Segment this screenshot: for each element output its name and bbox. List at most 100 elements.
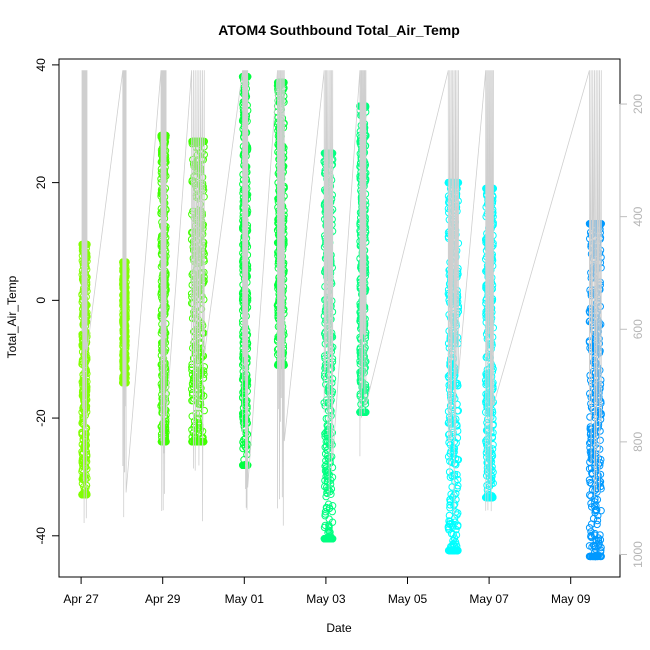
data-point — [326, 457, 334, 465]
data-point — [588, 456, 596, 464]
data-point — [593, 516, 602, 525]
axes-layer: Apr 27 Apr 29 May 01 May 03 May 05 May 07 May … — [34, 58, 645, 606]
data-point — [587, 528, 595, 536]
data-point — [200, 406, 209, 415]
data-point — [321, 512, 329, 520]
data-point — [446, 473, 455, 481]
data-point — [588, 503, 596, 511]
x-tick-label: May 09 — [551, 592, 591, 606]
data-point — [451, 500, 459, 508]
data-point — [452, 489, 460, 498]
data-point — [588, 552, 597, 561]
data-point — [325, 522, 333, 531]
data-point — [445, 526, 453, 534]
x-tick-label: May 03 — [306, 592, 346, 606]
data-point — [448, 472, 456, 480]
data-point — [585, 476, 594, 484]
data-point — [446, 517, 454, 526]
data-point — [591, 358, 600, 366]
data-point — [78, 454, 87, 463]
y2-tick-label: 1000 — [631, 541, 645, 568]
data-point — [161, 426, 170, 434]
data-point — [445, 374, 453, 382]
y-tick-label: 40 — [34, 58, 48, 72]
x-tick-label: Apr 29 — [145, 592, 181, 606]
data-point — [488, 449, 496, 458]
data-point — [594, 418, 603, 427]
data-point — [591, 508, 599, 517]
y2-tick-label: 200 — [631, 94, 645, 114]
data-point — [200, 392, 208, 400]
data-point — [78, 457, 86, 465]
data-point — [596, 536, 605, 544]
y-tick-label: -40 — [34, 527, 48, 545]
y-tick-label: 20 — [34, 176, 48, 190]
data-point — [595, 317, 603, 326]
data-point — [158, 426, 167, 434]
data-point — [321, 521, 329, 530]
data-point — [452, 508, 460, 516]
data-point — [446, 504, 454, 512]
pressure-trace — [81, 70, 602, 526]
data-point — [81, 411, 90, 419]
data-point — [597, 411, 605, 419]
data-point — [323, 438, 332, 446]
plot-frame — [58, 58, 621, 578]
y-tick-label: 0 — [34, 297, 48, 304]
data-point — [162, 414, 170, 423]
data-point — [448, 483, 456, 491]
data-point — [587, 531, 595, 540]
data-point — [485, 493, 494, 502]
data-point — [321, 467, 330, 475]
data-point — [356, 372, 365, 380]
data-point — [358, 395, 366, 403]
x-axis-title: Date — [326, 621, 352, 635]
x-tick-label: May 01 — [225, 592, 265, 606]
data-point — [328, 502, 337, 510]
data-point — [586, 444, 594, 452]
data-point — [78, 418, 87, 426]
data-point — [444, 546, 453, 555]
data-point — [451, 538, 460, 546]
data-point — [324, 500, 333, 508]
data-point — [489, 383, 497, 391]
x-tick-label: May 05 — [388, 592, 428, 606]
data-point — [597, 455, 605, 464]
data-point — [594, 552, 602, 561]
data-point — [591, 542, 599, 551]
data-points-layer — [78, 73, 605, 561]
data-point — [323, 421, 331, 430]
data-point — [483, 464, 492, 472]
data-point — [324, 535, 333, 543]
data-point — [586, 304, 595, 313]
data-point — [323, 489, 331, 498]
pressure-trace-layer — [81, 70, 602, 526]
data-point — [200, 363, 209, 371]
data-point — [362, 408, 370, 416]
data-point — [594, 460, 603, 468]
data-point — [585, 524, 594, 532]
x-tick-label: Apr 27 — [63, 592, 99, 606]
data-point — [589, 439, 598, 447]
data-point — [591, 552, 599, 561]
y-tick-label: -20 — [34, 409, 48, 427]
data-point — [586, 552, 594, 561]
data-point — [446, 501, 454, 509]
data-point — [586, 413, 594, 421]
data-point — [81, 432, 90, 441]
data-point — [78, 465, 87, 474]
data-point — [327, 490, 335, 498]
x-tick-label: May 07 — [469, 592, 509, 606]
data-point — [323, 477, 331, 486]
data-point — [189, 437, 197, 446]
y-axis-title: Total_Air_Temp — [5, 275, 19, 358]
y2-tick-label: 800 — [631, 432, 645, 452]
data-point — [586, 458, 594, 466]
data-point — [449, 546, 458, 555]
chart-title: ATOM4 Southbound Total_Air_Temp — [218, 22, 460, 38]
data-point — [445, 520, 454, 528]
data-point — [595, 541, 603, 549]
data-point — [593, 444, 601, 452]
